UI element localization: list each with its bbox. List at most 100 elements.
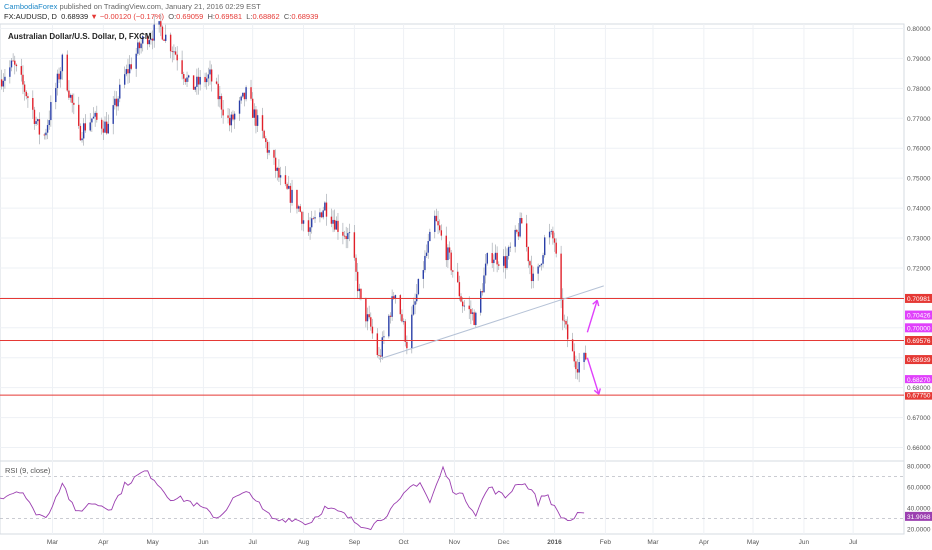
x-tick-label: Oct <box>399 539 409 546</box>
price-tag <box>905 375 932 385</box>
candle-body <box>371 326 374 334</box>
candle-body <box>127 69 129 74</box>
candle-body <box>563 320 566 322</box>
candle-body <box>125 69 128 75</box>
candle-body <box>450 252 452 271</box>
candle-body <box>411 314 413 349</box>
rsi-pane <box>0 460 905 535</box>
candle-body <box>491 253 493 264</box>
candle-body <box>519 218 521 237</box>
candle-body <box>437 221 439 226</box>
candle-body <box>565 320 567 325</box>
candle-body <box>163 39 165 41</box>
rsi-tick-label: 40.0000 <box>907 505 931 512</box>
rsi-axis: 80.0000 60.0000 40.0000 20.0000 31.9068 <box>905 464 932 533</box>
candle-body <box>220 96 223 110</box>
x-tick-label: Jun <box>198 539 209 546</box>
candle-body <box>183 74 185 79</box>
level-price-tag <box>905 390 932 400</box>
candle-body <box>192 75 195 90</box>
candle-body <box>422 270 424 279</box>
x-tick-label: Jun <box>799 539 810 546</box>
candle-body <box>232 114 234 120</box>
candle-body <box>483 275 485 293</box>
candle-body <box>81 138 83 141</box>
candle-body <box>48 120 50 126</box>
price-tag <box>905 355 932 365</box>
candle-body <box>69 94 72 98</box>
y-tick-label: 0.79000 <box>907 56 931 63</box>
candle-body <box>82 123 85 139</box>
candle-body <box>84 123 87 131</box>
rsi-tick-label: 20.0000 <box>907 526 931 533</box>
candle-body <box>368 314 370 318</box>
candle-body <box>284 175 287 185</box>
candle-body <box>296 189 298 209</box>
x-tick-label: Feb <box>600 539 612 546</box>
candle-body <box>585 352 587 360</box>
candle-body <box>266 142 269 153</box>
candle-body <box>507 247 510 256</box>
candle-body <box>250 87 252 99</box>
price-axis[interactable]: 0.80000 0.79000 0.78000 0.77000 0.76000 0.750… <box>905 26 932 452</box>
candle-body <box>401 314 403 322</box>
arrow-head <box>593 389 600 395</box>
x-tick-label: Mar <box>647 539 659 546</box>
publish-info: published on TradingView.com, January 21… <box>59 2 261 11</box>
arrow-line[interactable] <box>586 300 598 333</box>
candle-body <box>573 351 575 362</box>
candle-body <box>123 74 126 85</box>
x-tick-label: Sep <box>349 539 361 546</box>
candle-body <box>324 202 326 211</box>
change-value: −0.00120 (−0.17%) <box>99 12 165 21</box>
candle-body <box>383 336 385 338</box>
candle-body <box>425 252 428 256</box>
arrow-line[interactable] <box>586 357 600 395</box>
candle-body <box>160 21 162 27</box>
candle-body <box>337 220 339 232</box>
x-tick-label: May <box>146 539 159 546</box>
candle-body <box>365 297 367 322</box>
candle-body <box>255 109 257 126</box>
candle-body <box>35 121 37 124</box>
candle-body <box>553 238 556 243</box>
trend-line[interactable] <box>378 285 604 360</box>
candle-body <box>355 257 357 272</box>
candle-body <box>445 235 447 261</box>
rsi-value-label: 31.9068 <box>907 514 931 521</box>
candle-body <box>379 355 382 357</box>
candle-body <box>78 104 80 126</box>
candle-body <box>463 305 466 307</box>
candle-body <box>209 69 211 75</box>
rsi-tick-label: 60.0000 <box>907 485 931 492</box>
candle-body <box>60 71 62 80</box>
candle-body <box>104 121 106 133</box>
high-label: H: <box>207 12 215 21</box>
candle-body <box>105 121 108 134</box>
candle-body <box>128 64 131 74</box>
close-label: C: <box>283 12 292 21</box>
candle-body <box>312 218 315 220</box>
candle-body <box>240 96 242 101</box>
overlays <box>0 285 904 396</box>
candle-body <box>311 218 313 228</box>
time-axis[interactable]: Mar Apr May Jun Jul Aug Sep Oct Nov Dec 2016 Feb Mar… <box>47 539 858 546</box>
candle-body <box>219 96 221 100</box>
candle-body <box>186 77 188 82</box>
candle-body <box>493 259 495 264</box>
candle-body <box>414 301 416 305</box>
candle-body <box>356 271 359 292</box>
candle-body <box>289 185 292 203</box>
candle-body <box>273 150 275 158</box>
candle-body <box>137 42 139 54</box>
candle-body <box>348 232 351 234</box>
candle-body <box>412 304 415 315</box>
publisher-name[interactable]: CambodiaForex <box>4 2 58 11</box>
candle-body <box>325 202 328 217</box>
candle-body <box>560 253 562 299</box>
candle-body <box>222 109 224 116</box>
candle-body <box>399 295 402 315</box>
candle-body <box>138 42 141 49</box>
candle-body <box>263 130 265 139</box>
